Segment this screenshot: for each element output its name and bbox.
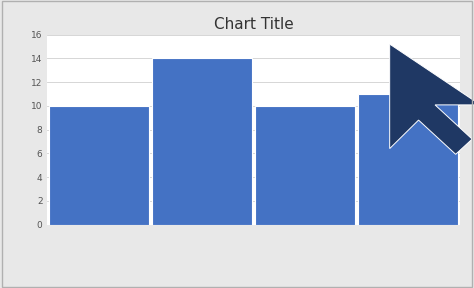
Bar: [358, 94, 458, 225]
Bar: [152, 58, 252, 225]
Bar: [255, 106, 355, 225]
Title: Chart Title: Chart Title: [214, 17, 293, 32]
Polygon shape: [390, 44, 474, 154]
Bar: [49, 106, 149, 225]
